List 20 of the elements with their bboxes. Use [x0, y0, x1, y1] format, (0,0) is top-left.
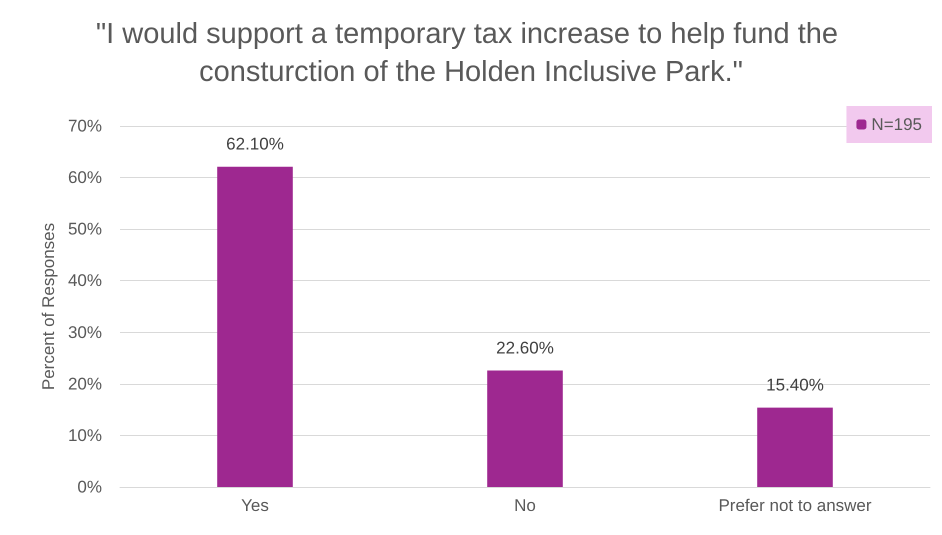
bar — [757, 408, 833, 487]
chart-title: "I would support a temporary tax increase to help fund the consturction of the Holden Inclusive Park." — [96, 18, 846, 88]
y-tick-label: 10% — [68, 426, 102, 445]
y-tick-label: 50% — [68, 220, 102, 239]
data-label: 62.10% — [226, 134, 284, 154]
y-tick-label: 60% — [68, 168, 102, 188]
data-label: 22.60% — [496, 338, 554, 358]
x-tick-label: Prefer not to answer — [718, 496, 872, 515]
x-tick-label: No — [514, 496, 536, 515]
data-label: 15.40% — [766, 376, 824, 395]
bar — [487, 370, 563, 487]
y-tick-label: 40% — [68, 271, 102, 290]
y-tick-label: 30% — [68, 322, 102, 342]
y-tick-label: 20% — [68, 374, 102, 394]
x-tick-label: Yes — [241, 496, 269, 515]
y-axis-title: Percent of Responses — [39, 222, 58, 390]
bar — [217, 166, 293, 487]
y-tick-label: 0% — [77, 478, 102, 496]
y-tick-label: 70% — [68, 116, 102, 136]
legend-label: N=195 — [871, 115, 922, 134]
